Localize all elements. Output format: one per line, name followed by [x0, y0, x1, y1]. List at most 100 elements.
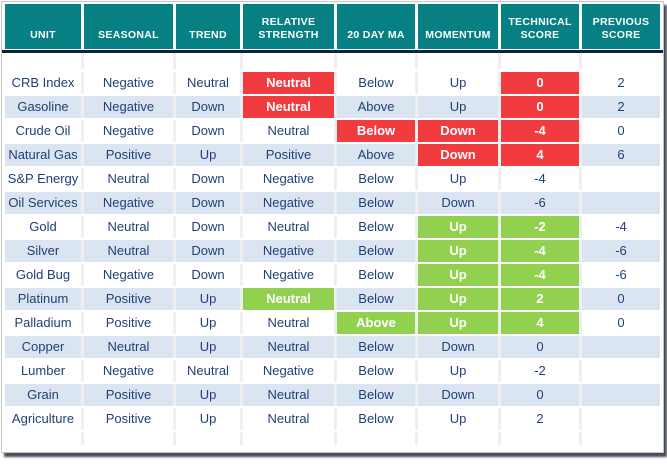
cell-momentum: Down [418, 144, 498, 166]
cell-seasonal: Negative [84, 192, 173, 214]
header-underline [2, 50, 663, 53]
cell-unit: Copper [5, 336, 81, 358]
cell-previous-score: -6 [582, 264, 660, 286]
cell-previous-score: 0 [582, 312, 660, 334]
column-header-momentum: MOMENTUM [418, 4, 498, 49]
cell-trend: Down [176, 96, 240, 118]
cell-trend: Up [176, 288, 240, 310]
cell-momentum: Down [418, 120, 498, 142]
column-header-seasonal: SEASONAL [84, 4, 173, 49]
cell-20-day-ma: Below [337, 216, 415, 238]
column-header-trend: TREND [176, 4, 240, 49]
cell-momentum: Up [418, 288, 498, 310]
cell-technical-score: 0 [501, 384, 579, 406]
cell-relative-strength: Neutral [243, 96, 334, 118]
table-row: Palladium Positive Up Neutral Above Up 4 0 [5, 312, 660, 334]
table-row: Gold Bug Negative Down Negative Below Up -4 -6 [5, 264, 660, 286]
cell-seasonal: Positive [84, 384, 173, 406]
cell-technical-score: -2 [501, 216, 579, 238]
cell-20-day-ma: Below [337, 384, 415, 406]
cell-20-day-ma: Below [337, 408, 415, 430]
cell-seasonal: Neutral [84, 240, 173, 262]
cell-momentum: Up [418, 240, 498, 262]
cell-technical-score: 4 [501, 312, 579, 334]
table-row: Gasoline Negative Down Neutral Above Up 0 2 [5, 96, 660, 118]
cell-relative-strength: Negative [243, 360, 334, 382]
cell-momentum: Up [418, 72, 498, 94]
cell-technical-score: 4 [501, 144, 579, 166]
column-header-previous-score: PREVIOUS SCORE [582, 4, 660, 49]
cell-trend: Up [176, 384, 240, 406]
table-row: Silver Neutral Down Negative Below Up -4 -6 [5, 240, 660, 262]
cell-previous-score: 6 [582, 144, 660, 166]
spacer-cell [84, 432, 173, 445]
column-header-20-day-ma: 20 DAY MA [337, 4, 415, 49]
cell-trend: Neutral [176, 360, 240, 382]
cell-relative-strength: Neutral [243, 336, 334, 358]
spacer-cell [5, 53, 81, 69]
cell-unit: Gold [5, 216, 81, 238]
table-header: UNIT SEASONAL TREND RELATIVE STRENGTH 20 DAY… [5, 4, 660, 49]
spacer-cell [84, 53, 173, 69]
cell-unit: CRB Index [5, 72, 81, 94]
cell-momentum: Down [418, 192, 498, 214]
spacer-cell [5, 432, 81, 445]
spacer-cell [337, 432, 415, 445]
spacer-cell [337, 53, 415, 69]
column-header-unit: UNIT [5, 4, 81, 49]
cell-20-day-ma: Below [337, 336, 415, 358]
cell-trend: Down [176, 192, 240, 214]
cell-unit: Natural Gas [5, 144, 81, 166]
cell-technical-score: 0 [501, 336, 579, 358]
cell-momentum: Up [418, 408, 498, 430]
cell-technical-score: 2 [501, 288, 579, 310]
table-row: Platinum Positive Up Neutral Below Up 2 0 [5, 288, 660, 310]
cell-seasonal: Neutral [84, 336, 173, 358]
cell-momentum: Up [418, 264, 498, 286]
cell-unit: Lumber [5, 360, 81, 382]
spacer-cell [176, 53, 240, 69]
cell-20-day-ma: Above [337, 312, 415, 334]
cell-seasonal: Negative [84, 96, 173, 118]
cell-relative-strength: Positive [243, 144, 334, 166]
cell-seasonal: Neutral [84, 216, 173, 238]
cell-previous-score: 0 [582, 288, 660, 310]
cell-relative-strength: Neutral [243, 408, 334, 430]
cell-technical-score: -4 [501, 264, 579, 286]
cell-relative-strength: Negative [243, 192, 334, 214]
cell-previous-score: 2 [582, 96, 660, 118]
column-header-relative-strength: RELATIVE STRENGTH [243, 4, 334, 49]
cell-unit: Grain [5, 384, 81, 406]
spacer-row-bottom [5, 432, 660, 445]
cell-unit: Agriculture [5, 408, 81, 430]
cell-unit: Oil Services [5, 192, 81, 214]
spacer-row-top [5, 53, 660, 69]
cell-momentum: Up [418, 360, 498, 382]
cell-trend: Neutral [176, 72, 240, 94]
cell-momentum: Up [418, 216, 498, 238]
cell-trend: Up [176, 408, 240, 430]
cell-previous-score [582, 168, 660, 190]
cell-20-day-ma: Above [337, 144, 415, 166]
spacer-cell [582, 53, 660, 69]
cell-unit: Gasoline [5, 96, 81, 118]
cell-unit: Crude Oil [5, 120, 81, 142]
cell-trend: Down [176, 168, 240, 190]
cell-trend: Up [176, 336, 240, 358]
technical-score-table: UNIT SEASONAL TREND RELATIVE STRENGTH 20 DAY… [1, 1, 664, 453]
cell-momentum: Up [418, 96, 498, 118]
cell-technical-score: -4 [501, 120, 579, 142]
spacer-cell [582, 432, 660, 445]
table-row: Natural Gas Positive Up Positive Above Down 4 6 [5, 144, 660, 166]
cell-previous-score: 2 [582, 72, 660, 94]
cell-previous-score [582, 360, 660, 382]
cell-relative-strength: Negative [243, 264, 334, 286]
cell-previous-score: 0 [582, 120, 660, 142]
cell-trend: Up [176, 312, 240, 334]
spacer-cell [501, 432, 579, 445]
cell-unit: Platinum [5, 288, 81, 310]
spacer-cell [176, 432, 240, 445]
cell-trend: Down [176, 120, 240, 142]
cell-20-day-ma: Above [337, 96, 415, 118]
